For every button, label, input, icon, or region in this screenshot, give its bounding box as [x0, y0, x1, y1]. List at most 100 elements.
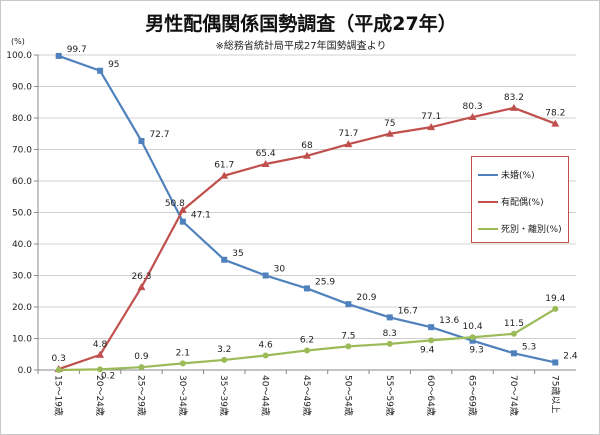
data-label: 4.6	[258, 341, 273, 351]
x-tick-label: 60～64歳	[425, 375, 437, 416]
data-point-marker	[221, 356, 228, 363]
y-tick-label: 70.0	[12, 146, 32, 156]
data-point-marker	[386, 340, 393, 347]
data-point-marker	[304, 347, 310, 354]
data-point-marker	[552, 359, 559, 366]
data-label: 99.7	[67, 45, 87, 55]
data-point-marker	[55, 367, 62, 373]
legend-swatch	[478, 200, 498, 203]
legend-item-married: 有配偶(%)	[478, 195, 544, 208]
y-tick-label: 40.0	[12, 240, 32, 250]
data-point-marker	[428, 324, 435, 331]
data-label: 11.5	[504, 319, 524, 329]
x-tick-label: 75歳以上	[549, 375, 561, 413]
x-tick-label: 65～69歳	[467, 375, 479, 416]
data-point-marker	[345, 301, 352, 308]
data-point-marker	[510, 330, 517, 337]
data-point-marker	[469, 337, 476, 344]
data-label: 71.7	[338, 129, 358, 139]
chart-subtitle: ※総務省統計局平成27年国勢調査より	[215, 41, 387, 52]
data-point-marker	[469, 334, 476, 341]
data-label: 5.3	[522, 342, 536, 352]
data-point-marker	[55, 52, 62, 59]
data-label: 26.3	[131, 272, 151, 282]
data-point-marker	[427, 123, 436, 131]
data-label: 6.2	[300, 335, 314, 345]
data-point-marker	[344, 140, 353, 148]
data-label: 16.7	[398, 306, 418, 316]
y-tick-label: 80.0	[12, 114, 32, 124]
data-label: 78.2	[545, 109, 565, 119]
y-tick-label: 90.0	[12, 83, 32, 93]
data-point-marker	[552, 305, 559, 312]
data-label: 13.6	[439, 316, 459, 326]
data-point-marker	[97, 366, 104, 373]
data-label: 20.9	[356, 293, 376, 303]
x-tick-label: 55～59歳	[384, 375, 396, 416]
data-point-marker	[386, 314, 393, 321]
data-point-marker	[468, 113, 477, 121]
chart-title: 男性配偶関係国勢調査（平成27年）	[145, 13, 457, 35]
data-point-marker	[96, 350, 105, 358]
data-label: 7.5	[341, 331, 355, 341]
data-label: 2.1	[176, 348, 190, 358]
y-axis-unit: (%)	[11, 37, 25, 46]
data-label: 4.8	[93, 340, 108, 350]
data-label: 9.4	[420, 345, 435, 355]
data-point-marker	[179, 360, 186, 367]
data-label: 77.1	[421, 112, 441, 122]
y-tick-label: 60.0	[12, 177, 32, 187]
data-label: 10.4	[463, 322, 483, 332]
data-label: 47.1	[191, 211, 211, 221]
data-label: 25.9	[315, 277, 335, 287]
legend-item-widowed-divorced: 死別・離別(%)	[478, 222, 562, 235]
data-label: 3.2	[217, 345, 231, 355]
data-point-marker	[220, 171, 229, 179]
data-point-marker	[509, 103, 518, 111]
data-point-marker	[345, 343, 352, 350]
data-label: 8.3	[383, 329, 397, 339]
data-point-marker	[262, 352, 269, 359]
data-point-marker	[304, 285, 310, 292]
legend-swatch	[478, 173, 498, 176]
data-label: 68	[301, 141, 313, 151]
data-point-marker	[385, 129, 394, 137]
data-label: 61.7	[214, 161, 234, 171]
data-label: 65.4	[256, 149, 276, 159]
data-point-marker	[551, 119, 560, 127]
data-point-marker	[97, 67, 104, 74]
data-label: 72.7	[149, 130, 169, 140]
data-point-marker	[138, 364, 145, 371]
data-point-marker	[510, 350, 517, 357]
data-point-marker	[179, 218, 186, 225]
legend-item-unmarried: 未婚(%)	[478, 168, 535, 181]
data-label: 50.8	[165, 199, 185, 209]
x-tick-label: 15～19歳	[53, 375, 65, 416]
data-point-marker	[261, 159, 270, 167]
legend-label: 有配偶(%)	[501, 198, 544, 208]
x-tick-label: 40～44歳	[260, 375, 272, 416]
x-tick-label: 20～24歳	[94, 375, 106, 416]
y-tick-label: 0.0	[18, 366, 33, 376]
data-point-marker	[137, 283, 146, 291]
data-label: 0.2	[101, 371, 115, 381]
data-label: 0.3	[52, 354, 66, 364]
data-point-marker	[221, 256, 228, 263]
data-label: 75	[384, 119, 395, 129]
x-tick-label: 50～54歳	[342, 375, 354, 416]
x-tick-label: 25～29歳	[135, 375, 147, 416]
y-tick-label: 20.0	[12, 303, 32, 313]
data-label: 19.4	[545, 294, 565, 304]
data-label: 80.3	[463, 102, 483, 112]
data-point-marker	[138, 137, 145, 144]
legend-swatch	[478, 227, 498, 230]
y-tick-label: 50.0	[12, 209, 32, 219]
data-point-marker	[262, 272, 269, 279]
x-tick-label: 35～39歳	[218, 375, 230, 416]
y-tick-label: 30.0	[12, 272, 32, 282]
data-label: 2.4	[563, 351, 578, 361]
data-label: 9.3	[469, 346, 483, 356]
data-label: 30	[274, 265, 286, 275]
